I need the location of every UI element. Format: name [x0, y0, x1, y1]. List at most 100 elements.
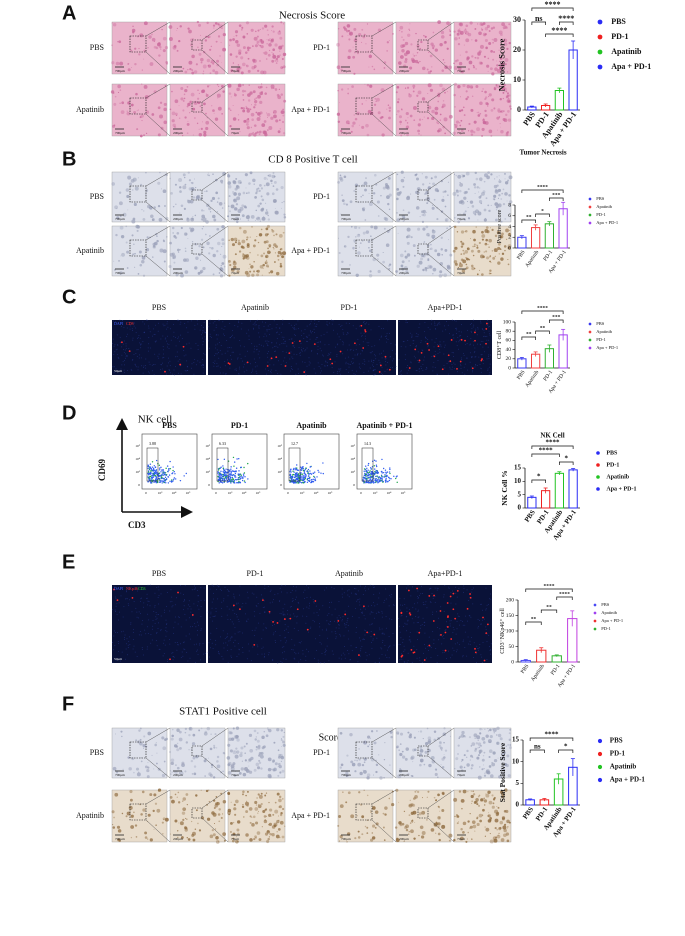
texture [189, 626, 191, 628]
texture [414, 173, 418, 176]
texture [247, 93, 251, 97]
texture [112, 338, 114, 340]
texture [456, 642, 458, 644]
texture [209, 48, 212, 51]
texture [183, 355, 185, 357]
texture [487, 204, 490, 207]
texture [339, 174, 342, 177]
texture [172, 655, 174, 657]
texture [509, 107, 512, 110]
texture [137, 337, 139, 339]
texture [195, 643, 197, 645]
texture [433, 346, 435, 348]
texture [376, 637, 378, 639]
texture [163, 102, 167, 107]
event [162, 470, 164, 472]
texture [200, 659, 202, 661]
texture [400, 637, 402, 639]
texture [111, 182, 116, 186]
texture [231, 351, 233, 353]
texture [241, 239, 246, 244]
texture [282, 319, 284, 321]
texture [473, 324, 475, 326]
texture [171, 652, 173, 654]
texture [246, 591, 248, 593]
texture [479, 196, 481, 198]
texture [261, 207, 265, 211]
texture [246, 332, 248, 334]
texture [418, 371, 420, 373]
texture [236, 602, 238, 604]
texture [154, 241, 158, 246]
texture [200, 629, 202, 631]
texture [459, 189, 462, 193]
zoom-line [427, 253, 455, 277]
texture [256, 236, 258, 238]
gate [288, 447, 301, 482]
texture [215, 334, 217, 336]
texture [348, 322, 350, 324]
texture [350, 130, 353, 133]
texture [211, 601, 213, 603]
texture [419, 216, 421, 218]
texture [262, 52, 265, 54]
texture [271, 30, 273, 32]
texture [157, 355, 159, 357]
texture [280, 21, 283, 24]
texture [256, 606, 258, 608]
texture [246, 369, 248, 371]
texture [233, 260, 236, 263]
texture [252, 323, 254, 325]
zoom-box [355, 97, 373, 115]
texture [258, 324, 260, 326]
texture [462, 83, 466, 88]
event [310, 479, 313, 481]
texture [467, 329, 469, 331]
texture [274, 208, 276, 209]
texture [356, 354, 358, 356]
texture [345, 203, 349, 206]
texture [418, 191, 420, 194]
texture [483, 335, 485, 337]
texture [487, 105, 489, 107]
texture [161, 368, 163, 370]
texture [207, 651, 209, 653]
texture [123, 359, 125, 361]
texture [126, 370, 128, 372]
texture [499, 179, 500, 180]
texture [119, 336, 121, 338]
texture [180, 204, 184, 208]
texture [401, 658, 403, 660]
texture [140, 183, 143, 186]
gate [216, 447, 229, 482]
texture [173, 374, 175, 376]
texture [117, 41, 119, 43]
texture [486, 339, 488, 341]
texture [402, 638, 404, 640]
texture [241, 89, 245, 93]
texture [238, 648, 240, 650]
event [151, 461, 154, 463]
texture [394, 344, 396, 346]
texture [234, 633, 236, 635]
texture [222, 372, 224, 374]
texture [497, 246, 501, 250]
texture [507, 233, 512, 237]
texture [211, 642, 213, 644]
texture [484, 27, 489, 31]
panel-label: C [62, 286, 76, 308]
event [369, 477, 371, 479]
texture [320, 662, 322, 664]
cell [363, 605, 365, 608]
cell [423, 659, 426, 661]
event [227, 477, 230, 479]
cell [306, 628, 309, 631]
texture [428, 234, 430, 237]
flow-tick: 0 [208, 483, 210, 487]
texture [217, 343, 219, 345]
texture [456, 651, 458, 653]
texture [443, 273, 448, 278]
zoom-line [427, 199, 455, 223]
event [296, 473, 298, 475]
texture [112, 662, 114, 664]
